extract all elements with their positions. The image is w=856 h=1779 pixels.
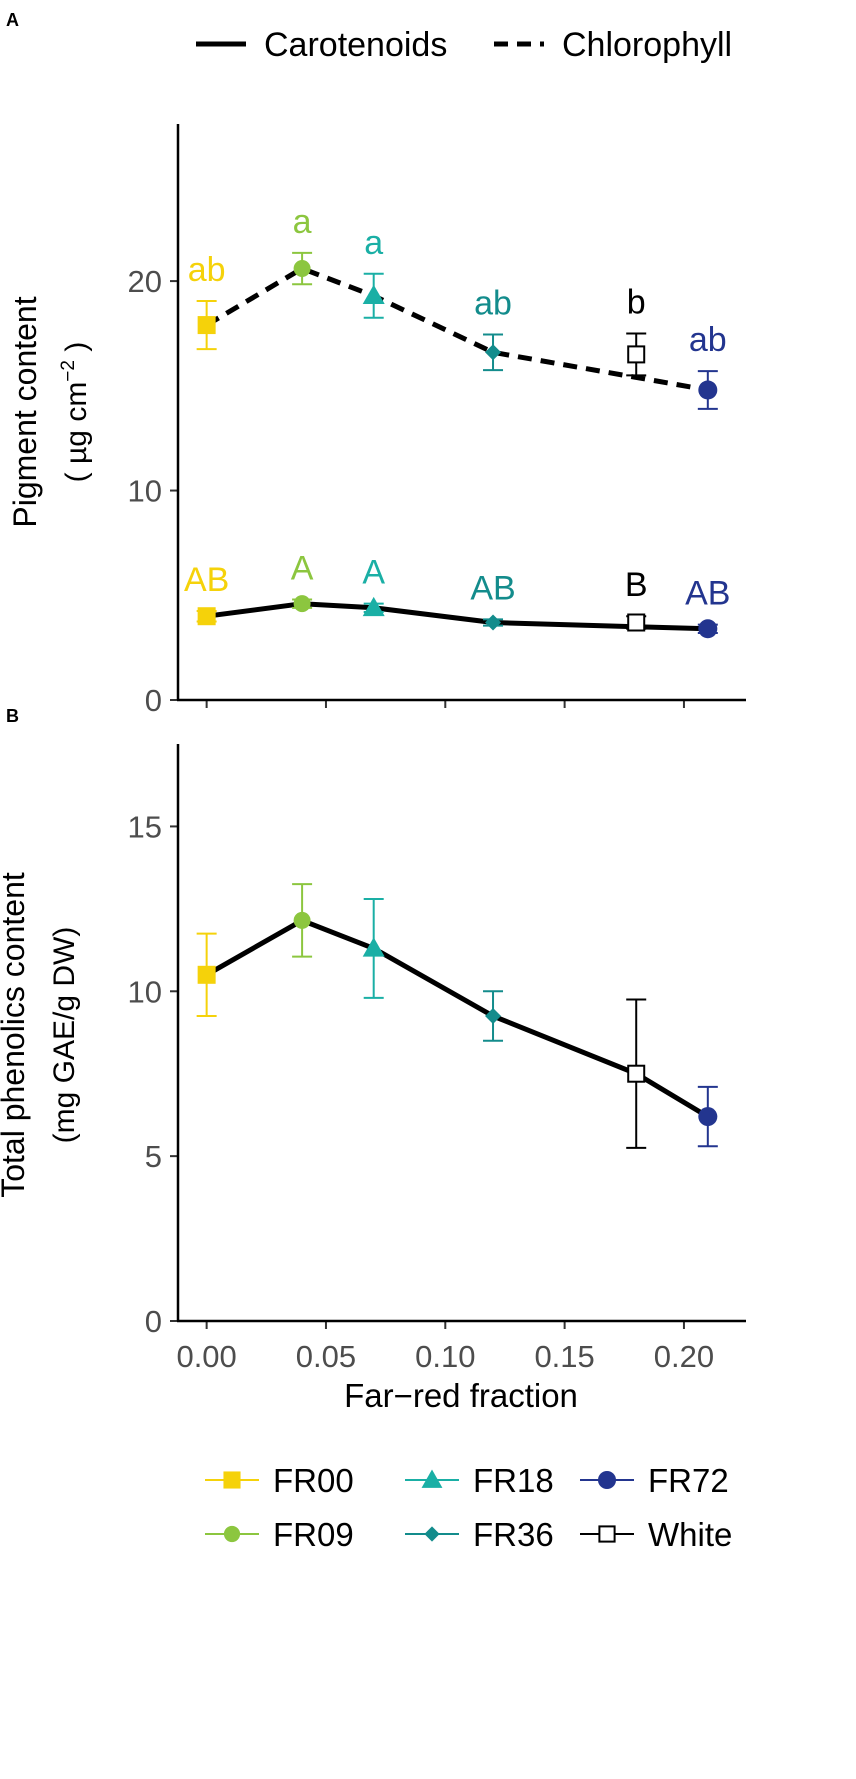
chlorophyll-label-fr18: a [364,224,383,262]
pigment-x-axis-ticks [205,700,685,708]
panel-label-b: B [6,706,19,726]
legend-item-fr72: FR72 [580,1462,729,1499]
pigment-units-exponent: −2 [58,360,79,382]
carotenoids-label-fr18: A [362,554,385,592]
legend-key-marker [424,1526,440,1542]
phenolics-x-tick-label: 0.20 [654,1339,714,1374]
carotenoids-point-fr00 [197,607,216,626]
chlorophyll-point-fr00 [197,316,216,335]
phenolics-x-tick-label: 0.10 [415,1339,475,1374]
chlorophyll-point-fr18 [362,284,385,305]
carotenoids-point-fr36 [485,614,502,631]
phenolics-points [196,883,718,1149]
carotenoids-line [206,601,708,632]
pigment-y-tick-label: 20 [128,264,162,299]
phenolics-y-axis-title: Total phenolics content [0,872,31,1198]
pigment-units-prefix: ( µg cm [60,382,93,483]
carotenoids-label-fr36: AB [470,569,515,607]
panel-label-a: A [6,10,19,30]
carotenoids-point-fr09 [293,595,311,613]
total-phenolics-point-white [627,1064,646,1083]
legend-carotenoids-label: Carotenoids [264,26,447,64]
chlorophyll-label-fr72: ab [689,321,727,359]
pigment-points [196,251,718,639]
chlorophyll-label-white: b [627,283,646,321]
pigment-y-axis-title: Pigment content [7,296,43,527]
phenolics-x-tick-label: 0.15 [534,1339,594,1374]
phenolics-y-tick-label: 5 [145,1139,162,1174]
chlorophyll-label-fr00: ab [188,251,226,289]
carotenoids-label-fr09: A [291,549,314,587]
total-phenolics-point-fr09 [293,911,311,929]
legend-label: FR00 [273,1462,354,1499]
total-phenolics-line [205,917,710,1119]
total-phenolics-point-fr00 [197,965,216,984]
phenolics-y-axis-units: (mg GAE/g DW) [48,927,81,1144]
pigment-y-axis-ticks: 0 10 20 [128,264,178,718]
chlorophyll-label-fr09: a [293,203,312,241]
total-phenolics-point-fr72 [698,1107,718,1127]
pigment-chart: 0 10 20 ab a a ab b ab AB A A AB B AB Pigment content… [7,124,746,718]
legend-label: White [648,1516,732,1553]
x-axis-title: Far−red fraction [344,1377,578,1414]
phenolics-chart: 0 5 10 15 0.00 0.05 0.10 0.15 0.20 Total phenol… [0,744,746,1414]
legend-item-fr00: FR00 [205,1462,354,1499]
carotenoids-label-fr72: AB [685,575,730,613]
total-phenolics-point-fr18 [362,937,385,957]
legend-key-marker [597,1470,617,1490]
chlorophyll-point-fr72 [698,380,718,400]
legend-label: FR72 [648,1462,729,1499]
legend-key-marker [223,1471,241,1489]
legend-key-marker [223,1525,241,1543]
pigment-lines [205,266,709,632]
chlorophyll-point-fr09 [293,260,311,278]
phenolics-y-tick-label: 10 [128,974,162,1009]
carotenoids-point-white [627,613,646,632]
legend-label: FR09 [273,1516,354,1553]
phenolics-y-tick-label: 15 [128,809,162,844]
phenolics-x-tick-label: 0.00 [176,1339,236,1374]
legend-key-marker [421,1469,443,1488]
legend-chlorophyll-label: Chlorophyll [562,26,732,64]
pigment-units-suffix: ) [60,342,93,360]
phenolics-y-axis-ticks: 0 5 10 15 [128,809,178,1339]
carotenoids-label-fr00: AB [184,561,229,599]
chlorophyll-point-white [627,345,646,364]
pigment-significance-labels: ab a a ab b ab AB A A AB B AB [184,203,731,613]
carotenoids-point-fr72 [698,619,718,639]
total-phenolics-point-fr36 [485,1008,502,1025]
treatment-legend: FR00 FR18 FR72 FR09 FR36 White [205,1462,732,1553]
chlorophyll-label-fr36: ab [474,285,512,323]
pigment-y-tick-label: 10 [128,474,162,509]
pigment-y-axis-units: ( µg cm−2 ) [58,342,93,483]
phenolics-y-tick-label: 0 [145,1304,162,1339]
pigment-y-tick-label: 0 [145,683,162,718]
legend-item-fr18: FR18 [405,1462,554,1499]
legend-key-marker [598,1525,616,1543]
legend-item-fr36: FR36 [405,1516,554,1553]
chlorophyll-line [205,266,709,393]
phenolics-x-axis-ticks: 0.00 0.05 0.10 0.15 0.20 [176,1321,714,1374]
chlorophyll-point-fr36 [485,344,502,361]
legend-label: FR18 [473,1462,554,1499]
phenolics-x-tick-label: 0.05 [296,1339,356,1374]
legend-label: FR36 [473,1516,554,1553]
carotenoids-point-fr18 [362,596,385,617]
carotenoids-label-white: B [625,566,648,604]
legend-item-fr09: FR09 [205,1516,354,1553]
line-type-legend: Carotenoids Chlorophyll [196,26,732,64]
legend-item-white: White [580,1516,732,1553]
phenolics-lines [205,917,710,1119]
